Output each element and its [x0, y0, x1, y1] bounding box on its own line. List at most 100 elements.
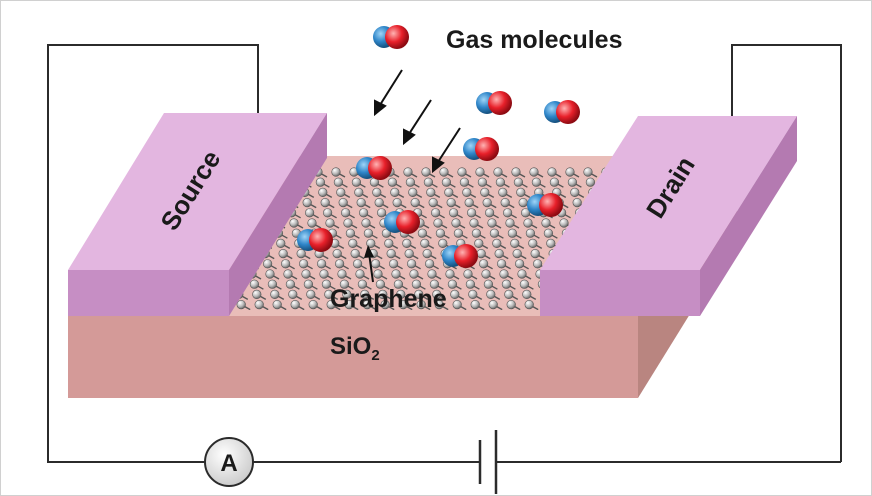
carbon-atom: [416, 300, 426, 310]
carbon-atom: [402, 238, 412, 248]
carbon-atom: [359, 208, 369, 218]
carbon-atom: [513, 177, 524, 187]
carbon-atom: [431, 208, 441, 218]
carbon-atom: [381, 228, 392, 238]
carbon-atom: [524, 300, 534, 310]
carbon-atom: [477, 177, 488, 187]
carbon-atom: [506, 300, 516, 310]
carbon-atom: [451, 218, 461, 228]
carbon-atom: [469, 218, 479, 228]
carbon-atom: [523, 218, 533, 228]
gas-molecules: [297, 25, 580, 268]
molecule-atom-red: [556, 100, 580, 124]
carbon-atom: [303, 279, 314, 289]
carbon-atom: [336, 187, 346, 197]
carbon-atom: [441, 177, 452, 187]
carbon-atom: [428, 198, 438, 208]
carbon-atom: [531, 177, 542, 187]
carbon-atom: [325, 218, 335, 228]
gas-molecule-icon: [463, 137, 499, 161]
carbon-atom: [446, 198, 456, 208]
carbon-atom: [465, 279, 476, 289]
carbon-atom: [363, 228, 374, 238]
carbon-atom: [410, 198, 420, 208]
carbon-atom: [425, 259, 435, 269]
carbon-atom: [351, 177, 362, 187]
graphene-label: Graphene: [330, 285, 447, 313]
carbon-atom: [263, 259, 273, 269]
carbon-atom: [272, 300, 282, 310]
carbon-atom: [450, 289, 460, 300]
carbon-atom: [393, 279, 404, 289]
carbon-atom: [343, 218, 353, 228]
carbon-atom: [420, 238, 430, 248]
molecule-atom-red: [454, 244, 478, 268]
carbon-atom: [525, 228, 536, 238]
carbon-atom: [289, 218, 299, 228]
carbon-atom: [421, 167, 431, 177]
arrow-icon: [374, 69, 403, 117]
carbon-atom: [532, 259, 543, 269]
carbon-atom: [417, 228, 428, 238]
carbon-atom: [512, 249, 522, 259]
carbon-atom: [503, 208, 513, 218]
carbon-atom: [549, 177, 560, 187]
carbon-atom: [270, 289, 280, 300]
carbon-atom: [570, 187, 580, 197]
arrow-icon: [432, 127, 461, 174]
carbon-atom: [486, 289, 496, 300]
carbon-atom: [449, 208, 459, 218]
carbon-atom: [520, 208, 531, 218]
gas-molecule-icon: [356, 156, 392, 180]
carbon-atom: [453, 228, 464, 238]
carbon-atom: [494, 249, 504, 259]
carbon-atom: [468, 289, 478, 300]
carbon-atom: [510, 238, 520, 248]
molecule-atom-red: [475, 137, 499, 161]
carbon-atom: [559, 218, 569, 228]
carbon-atom: [386, 249, 396, 259]
carbon-atom: [495, 177, 506, 187]
carbon-atom: [355, 269, 365, 279]
carbon-atom: [380, 300, 390, 310]
carbon-atom: [498, 187, 508, 197]
carbon-atom: [505, 218, 515, 228]
carbon-atom: [483, 279, 494, 289]
carbon-atom: [517, 269, 527, 279]
carbon-atom: [290, 300, 300, 310]
carbon-atom: [435, 228, 446, 238]
carbon-atom: [357, 279, 368, 289]
gas-molecule-icon: [297, 228, 333, 252]
arrow-icon: [403, 99, 432, 146]
carbon-atom: [405, 177, 416, 187]
gas-molecule-icon: [476, 91, 512, 115]
carbon-atom: [433, 218, 443, 228]
carbon-atom: [411, 279, 422, 289]
carbon-atom: [583, 167, 593, 177]
carbon-atom: [299, 259, 309, 269]
carbon-atom: [305, 208, 315, 218]
carbon-atom: [267, 279, 278, 289]
carbon-atom: [236, 300, 246, 310]
carbon-atom: [572, 198, 582, 208]
carbon-atom: [326, 300, 336, 310]
carbon-atom: [481, 269, 491, 279]
carbon-atom: [488, 300, 498, 310]
carbon-atom: [265, 269, 275, 279]
carbon-atom: [459, 177, 470, 187]
carbon-atom: [423, 177, 434, 187]
carbon-atom: [452, 300, 462, 310]
carbon-atom: [339, 279, 350, 289]
gas-molecules-label: Gas molecules: [446, 26, 622, 54]
carbon-atom: [528, 238, 538, 248]
carbon-atom: [356, 198, 366, 208]
carbon-atom: [504, 289, 514, 300]
drain-electrode: [540, 116, 797, 316]
carbon-atom: [482, 198, 492, 208]
carbon-atom: [308, 300, 318, 310]
carbon-atom: [516, 187, 526, 197]
carbon-atom: [321, 279, 332, 289]
gas-molecule-icon: [384, 210, 420, 234]
carbon-atom: [409, 269, 419, 279]
